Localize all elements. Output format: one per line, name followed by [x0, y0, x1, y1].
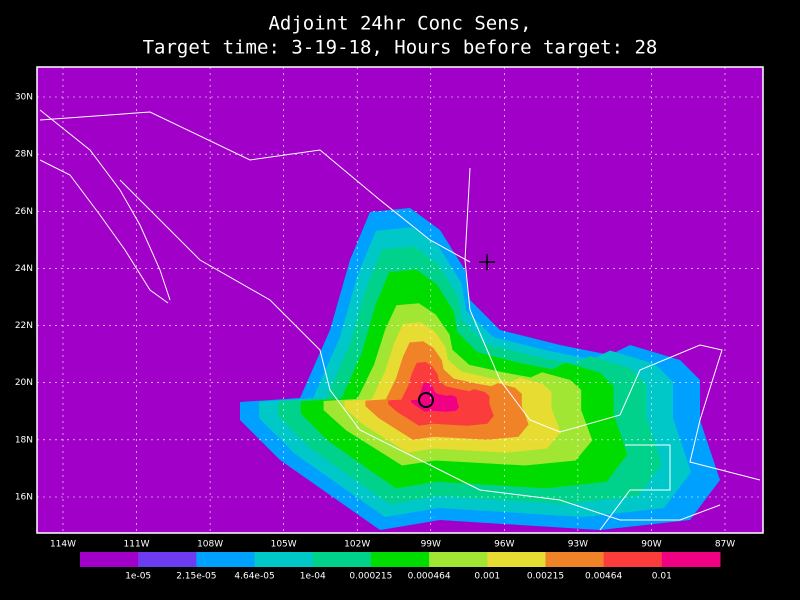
- lon-tick-label: 90W: [641, 540, 661, 550]
- colorbar-label: 0.01: [652, 572, 672, 582]
- colorbar-swatch: [661, 552, 721, 567]
- colorbar-swatch: [603, 552, 663, 567]
- colorbar-label: 2.15e-05: [176, 572, 216, 582]
- grid: [37, 67, 763, 533]
- lon-tick-label: 99W: [421, 540, 441, 550]
- title-line: Target time: 3-19-18, Hours before targe…: [143, 37, 658, 59]
- colorbar-swatch: [254, 552, 314, 567]
- axes: 114W 111W 108W 105W 102W 99W 96W 93W 90W 87W 16N 18…: [15, 93, 735, 550]
- contour-level: [388, 361, 494, 426]
- contour-level: [411, 382, 459, 412]
- colorbar-swatch: [545, 552, 605, 567]
- lon-tick-label: 93W: [568, 540, 588, 550]
- colorbar-swatch: [138, 552, 197, 567]
- lon-tick-label: 111W: [124, 540, 150, 550]
- lon-tick-label: 114W: [50, 540, 76, 550]
- contours: [240, 208, 720, 530]
- lat-tick-label: 16N: [15, 493, 33, 503]
- lon-tick-label: 96W: [494, 540, 514, 550]
- lat-tick-label: 18N: [15, 435, 33, 445]
- lon-tick-label: 87W: [715, 540, 735, 550]
- colorbar-swatch: [429, 552, 488, 567]
- colorbar-swatch: [370, 552, 430, 567]
- lat-tick-label: 24N: [15, 264, 33, 274]
- colorbar-label: 1e-05: [125, 572, 151, 582]
- lon-tick-label: 102W: [344, 540, 370, 550]
- coastline: [464, 167, 761, 481]
- lat-tick-label: 22N: [15, 321, 33, 331]
- coastlines: [39, 109, 761, 531]
- lon-tick-label: 108W: [197, 540, 223, 550]
- lat-tick-label: 28N: [15, 150, 33, 160]
- colorbar-swatch: [80, 552, 139, 567]
- coastline: [119, 179, 721, 521]
- colorbar-swatch: [196, 552, 256, 567]
- marker-circle: [418, 392, 434, 408]
- map-frame: [36, 66, 764, 534]
- lat-tick-label: 30N: [15, 93, 33, 103]
- coastline: [39, 111, 471, 263]
- lat-tick-label: 20N: [15, 378, 33, 388]
- colorbar-swatch: [312, 552, 372, 567]
- lon-tick-label: 105W: [271, 540, 297, 550]
- coastline: [39, 109, 171, 301]
- border: [599, 444, 671, 531]
- colorbar-label: 0.001: [474, 572, 500, 582]
- title-line: Adjoint 24hr Conc Sens,: [268, 13, 531, 35]
- colorbar-label: 0.000215: [349, 572, 392, 582]
- colorbar-label: 1e-04: [300, 572, 326, 582]
- colorbar: 1e-05 2.15e-05 4.64e-05 1e-04 0.000215 0.0004…: [80, 552, 721, 582]
- colorbar-label: 4.64e-05: [234, 572, 274, 582]
- coastline: [39, 159, 169, 304]
- marker-plus: [479, 254, 495, 270]
- lat-tick-label: 26N: [15, 207, 33, 217]
- colorbar-swatch: [487, 552, 546, 567]
- colorbar-label: 0.00215: [527, 572, 564, 582]
- colorbar-label: 0.00464: [585, 572, 622, 582]
- colorbar-label: 0.000464: [408, 572, 451, 582]
